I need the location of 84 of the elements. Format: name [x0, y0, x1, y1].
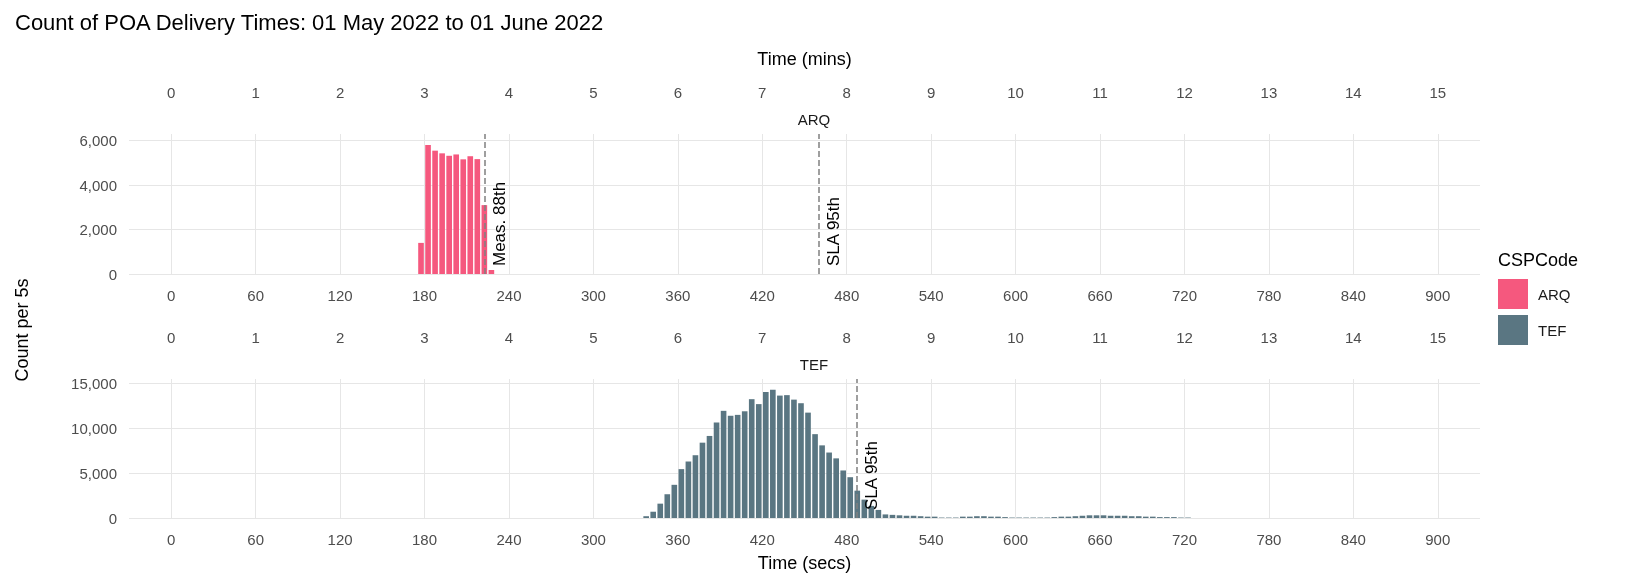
- x-tick-label: 120: [327, 287, 353, 304]
- x-tick-label: 660: [1087, 531, 1113, 548]
- y-tick-label: 0: [108, 265, 117, 283]
- x2-tick-label: 3: [420, 84, 429, 101]
- x-tick-label: 180: [412, 531, 438, 548]
- x-tick-label: 60: [247, 287, 264, 304]
- x2-tick-label: 9: [926, 329, 936, 346]
- x2-tick-label: 5: [589, 329, 598, 346]
- x-tick-label: 480: [834, 531, 860, 548]
- x2-tick-label: 4: [504, 84, 514, 101]
- x2-tick-label: 3: [420, 329, 429, 346]
- x2-tick-label: 13: [1260, 84, 1278, 101]
- x2-tick-label: 2: [335, 84, 345, 101]
- x2-tick-label: 10: [1007, 329, 1024, 346]
- legend-label: TEF: [1538, 321, 1567, 339]
- x-tick-label: 840: [1340, 531, 1366, 548]
- x2-tick-label: 1: [251, 329, 260, 346]
- y-tick-label: 2,000: [79, 221, 117, 239]
- x2-tick-label: 0: [167, 329, 176, 346]
- x-tick-label: 0: [167, 531, 176, 548]
- x2-tick-label: 15: [1429, 84, 1447, 101]
- x-tick-label: 0: [167, 287, 176, 304]
- x-tick-label: 420: [749, 287, 775, 304]
- x-tick-label: 300: [580, 287, 606, 304]
- x2-tick-label: 8: [842, 84, 851, 101]
- ref-line-label: SLA 95th: [823, 196, 843, 266]
- x2-tick-label: 2: [335, 329, 345, 346]
- x-tick-label: 600: [1003, 531, 1029, 548]
- x-tick-label: 240: [496, 287, 522, 304]
- x-tick-label: 660: [1087, 287, 1113, 304]
- x-tick-label: 360: [665, 287, 691, 304]
- x2-tick-label: 9: [926, 84, 936, 101]
- x2-tick-label: 11: [1092, 84, 1108, 101]
- x2-tick-label: 13: [1260, 329, 1278, 346]
- x-tick-label: 840: [1340, 287, 1366, 304]
- x2-tick-label: 12: [1176, 329, 1193, 346]
- x-tick-label: 120: [327, 531, 353, 548]
- x-axis-title: Time (secs): [757, 553, 852, 573]
- y-tick-label: 10,000: [71, 419, 117, 437]
- x-tick-label: 720: [1171, 287, 1197, 304]
- x-tick-label: 360: [665, 531, 691, 548]
- chart-subtitle: TEF: [799, 356, 829, 373]
- x2-tick-label: 14: [1345, 329, 1362, 346]
- x-tick-label: 600: [1003, 287, 1029, 304]
- x-tick-label: 60: [247, 531, 264, 548]
- x-tick-label: 900: [1425, 287, 1451, 304]
- y-tick-label: 15,000: [71, 374, 117, 392]
- x2-tick-label: 4: [504, 329, 514, 346]
- x2-tick-label: 0: [167, 84, 176, 101]
- x2-tick-label: 8: [842, 329, 851, 346]
- x-tick-label: 300: [580, 531, 606, 548]
- x-tick-label: 480: [834, 287, 860, 304]
- legend-title: CSPCode: [1498, 250, 1580, 271]
- legend-label: ARQ: [1538, 285, 1571, 303]
- x2-tick-label: 7: [758, 329, 767, 346]
- y-tick-label: 5,000: [79, 464, 117, 482]
- chart-title: Count of POA Delivery Times: 01 May 2022 to 01 June 2022: [15, 9, 604, 35]
- y-tick-label: 4,000: [79, 176, 117, 194]
- x2-tick-label: 6: [673, 329, 683, 346]
- y-tick-label: 6,000: [79, 132, 117, 150]
- x-tick-label: 240: [496, 531, 522, 548]
- x-tick-label: 420: [749, 531, 775, 548]
- x-tick-label: 540: [918, 287, 944, 304]
- x2-tick-label: 5: [589, 84, 598, 101]
- chart-subtitle: ARQ: [797, 111, 831, 128]
- x-tick-label: 540: [918, 531, 944, 548]
- x-tick-label: 720: [1171, 531, 1197, 548]
- x-tick-label: 780: [1256, 287, 1282, 304]
- ref-line-label: SLA 95th: [861, 440, 881, 510]
- y-axis-title: Count per 5s: [11, 278, 33, 382]
- x2-axis-title: Time (mins): [757, 49, 852, 69]
- x2-tick-label: 6: [673, 84, 683, 101]
- x-tick-label: 780: [1256, 531, 1282, 548]
- y-tick-label: 0: [108, 509, 117, 527]
- x-tick-label: 900: [1425, 531, 1451, 548]
- x-tick-label: 180: [412, 287, 438, 304]
- ref-line-label: Meas. 88th: [490, 181, 510, 266]
- x2-tick-label: 10: [1007, 84, 1024, 101]
- x2-tick-label: 7: [758, 84, 767, 101]
- x2-tick-label: 14: [1345, 84, 1362, 101]
- x2-tick-label: 12: [1176, 84, 1193, 101]
- x2-tick-label: 11: [1092, 329, 1108, 346]
- x2-tick-label: 1: [251, 84, 260, 101]
- x2-tick-label: 15: [1429, 329, 1447, 346]
